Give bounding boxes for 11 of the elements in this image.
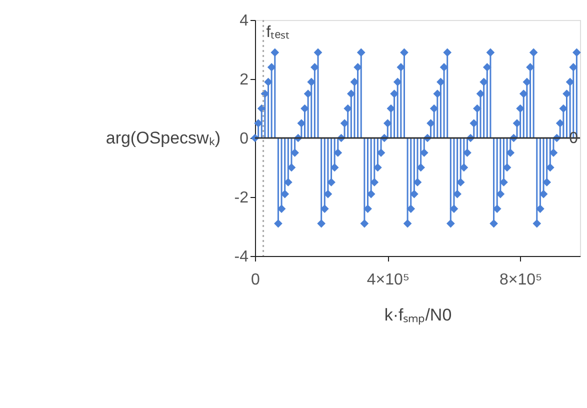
x-tick-label: 8×10⁵ [499, 272, 542, 288]
x-tick-label: 0 [251, 272, 260, 288]
x-tick-label: 4×10⁵ [366, 272, 410, 288]
y-tick-label: 4 [240, 12, 249, 30]
y-tick-label: 2 [240, 72, 249, 88]
y-axis-title: arg(OSpecswₖ) [106, 128, 220, 148]
y-tick-label: 0 [240, 130, 249, 148]
y-tick-label: -4 [234, 248, 249, 266]
x-axis-title: k·fₛₘₚ/N0 [384, 306, 452, 326]
ref-line-label: fₜₑₛₜ [266, 24, 290, 41]
y-tick-label: -2 [234, 190, 249, 206]
